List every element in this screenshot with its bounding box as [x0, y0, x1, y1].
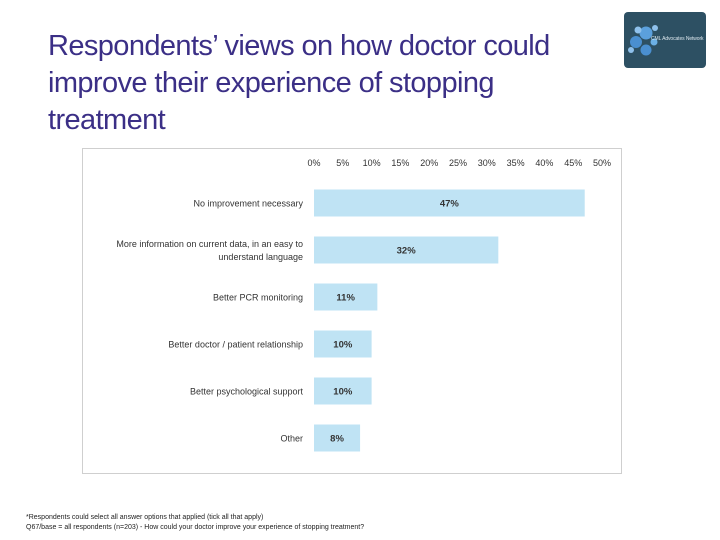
- bar-chart: 0% 5% 10% 15% 20% 25% 30% 35% 40% 45% 50% 47% No imp…: [116, 158, 611, 452]
- data-label: 8%: [330, 434, 344, 445]
- data-label: 11%: [336, 293, 355, 304]
- bar: [314, 236, 499, 264]
- x-tick-label: 30%: [478, 158, 496, 168]
- category-label: Better psychological support: [190, 387, 304, 397]
- logo-bubbles-icon: [628, 25, 658, 56]
- slide-title: Respondents’ views on how doctor could i…: [48, 30, 550, 136]
- x-tick-label: 15%: [391, 158, 409, 168]
- data-label: 32%: [397, 246, 417, 257]
- data-label: 47%: [440, 199, 460, 210]
- category-label: Better doctor / patient relationship: [168, 340, 303, 350]
- x-tick-label: 10%: [363, 158, 381, 168]
- category-label: Other: [280, 434, 303, 444]
- category-label: No improvement necessary: [193, 199, 303, 209]
- bar: [314, 189, 585, 217]
- category-label: understand language: [218, 252, 303, 262]
- organization-logo: CML Advocates Network: [624, 12, 706, 68]
- x-tick-label: 20%: [420, 158, 438, 168]
- category-label: Better PCR monitoring: [213, 293, 303, 303]
- bar: [314, 283, 378, 311]
- x-tick-label: 40%: [535, 158, 553, 168]
- x-tick-label: 50%: [593, 158, 611, 168]
- data-label: 10%: [333, 340, 353, 351]
- logo-text: CML Advocates Network: [651, 36, 704, 42]
- x-tick-label: 45%: [564, 158, 582, 168]
- x-tick-label: 35%: [507, 158, 525, 168]
- footnote-question: Q67/base = all respondents (n=203) - How…: [26, 524, 365, 531]
- data-label: 10%: [333, 387, 353, 398]
- x-tick-label: 5%: [336, 158, 349, 168]
- x-tick-label: 25%: [449, 158, 467, 168]
- bar: [314, 377, 372, 405]
- x-tick-label: 0%: [307, 158, 320, 168]
- category-label: More information on current data, in an …: [116, 239, 303, 249]
- chart-frame: 0% 5% 10% 15% 20% 25% 30% 35% 40% 45% 50% 47% No imp…: [82, 148, 622, 474]
- bar: [314, 424, 361, 452]
- footnote-selection: *Respondents could select all answer opt…: [26, 514, 264, 521]
- bar: [314, 330, 372, 358]
